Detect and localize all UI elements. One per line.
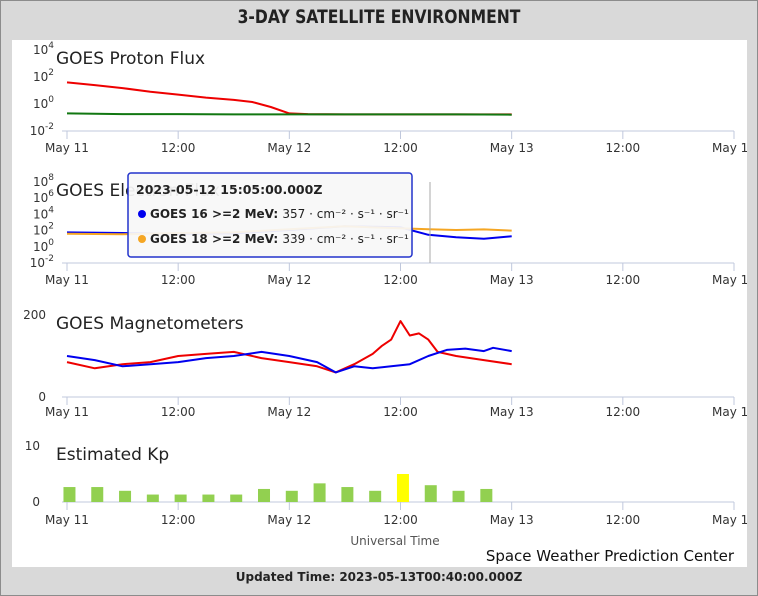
y-tick-label: 100 bbox=[33, 95, 54, 111]
x-tick-label: May 11 bbox=[45, 513, 89, 527]
x-tick-label: 12:00 bbox=[606, 273, 641, 287]
chart-panel-4: May 11 12:00 May 12 12:00 May 13 12:00 May 14 0… bbox=[25, 439, 756, 527]
chart-title: Estimated Kp bbox=[56, 445, 169, 465]
y-tick-label: 106 bbox=[33, 189, 54, 205]
kp-bar bbox=[285, 490, 298, 502]
y-tick-label: 104 bbox=[33, 205, 54, 221]
tooltip-box bbox=[127, 172, 413, 258]
kp-bar bbox=[396, 474, 409, 502]
y-tick-label: 102 bbox=[33, 68, 54, 84]
kp-bar bbox=[313, 483, 326, 502]
kp-bar bbox=[202, 494, 215, 502]
chart-title: GOES Proton Flux bbox=[56, 49, 205, 69]
series-line-1 bbox=[66, 320, 512, 374]
kp-bar bbox=[146, 494, 159, 502]
chart-title: GOES Magnetometers bbox=[56, 314, 244, 334]
x-tick-label: May 11 bbox=[45, 405, 89, 419]
x-tick-label: May 14 bbox=[712, 513, 747, 527]
series-line-2 bbox=[66, 112, 512, 116]
x-tick-label: May 13 bbox=[490, 141, 534, 155]
tooltip-marker bbox=[138, 210, 146, 218]
x-tick-label: May 12 bbox=[267, 273, 311, 287]
y-tick-label: 100 bbox=[33, 238, 54, 254]
x-tick-label: May 12 bbox=[267, 513, 311, 527]
tooltip[interactable]: 2023-05-12 15:05:00.000Z GOES 16 >=2 MeV:… bbox=[127, 172, 413, 258]
kp-bar bbox=[63, 487, 76, 502]
tooltip-row: GOES 18 >=2 MeV: 339 · cm⁻² · s⁻¹ · sr⁻¹ bbox=[150, 232, 409, 246]
x-tick-label: 12:00 bbox=[606, 513, 641, 527]
chart-panel-3: May 11 12:00 May 12 12:00 May 13 12:00 May 14 0… bbox=[23, 308, 756, 419]
x-tick-label: May 12 bbox=[267, 141, 311, 155]
kp-bar bbox=[480, 488, 493, 502]
x-tick-label: 12:00 bbox=[161, 513, 196, 527]
kp-bar bbox=[91, 487, 104, 502]
x-tick-label: 12:00 bbox=[383, 513, 418, 527]
x-tick-label: May 12 bbox=[267, 405, 311, 419]
plot-area: May 11 12:00 May 12 12:00 May 13 12:00 May 14 1… bbox=[12, 40, 756, 567]
x-axis-title: Universal Time bbox=[350, 534, 439, 548]
series-line-2 bbox=[66, 346, 512, 374]
kp-bar bbox=[119, 490, 132, 502]
x-tick-label: 12:00 bbox=[161, 141, 196, 155]
y-tick-label: 104 bbox=[33, 41, 54, 57]
x-tick-label: May 11 bbox=[45, 141, 89, 155]
x-tick-label: May 13 bbox=[490, 405, 534, 419]
charts-svg[interactable]: May 11 12:00 May 12 12:00 May 13 12:00 May 14 1… bbox=[12, 40, 756, 567]
page-title: 3-DAY SATELLITE ENVIRONMENT bbox=[237, 6, 521, 28]
kp-bar bbox=[174, 494, 187, 502]
x-tick-label: 12:00 bbox=[606, 141, 641, 155]
x-tick-label: 12:00 bbox=[161, 273, 196, 287]
y-tick-label: 10 bbox=[25, 439, 40, 453]
x-tick-label: 12:00 bbox=[383, 405, 418, 419]
y-tick-label: 0 bbox=[32, 495, 40, 509]
x-tick-label: May 13 bbox=[490, 273, 534, 287]
x-tick-label: May 14 bbox=[712, 405, 747, 419]
y-tick-label: 102 bbox=[33, 222, 54, 238]
tooltip-row: GOES 16 >=2 MeV: 357 · cm⁻² · s⁻¹ · sr⁻¹ bbox=[150, 207, 409, 221]
kp-bar bbox=[369, 490, 382, 502]
tooltip-header: 2023-05-12 15:05:00.000Z bbox=[136, 182, 322, 197]
kp-bar bbox=[341, 487, 354, 502]
x-tick-label: May 11 bbox=[45, 273, 89, 287]
kp-bar bbox=[452, 490, 465, 502]
kp-bar bbox=[230, 494, 243, 502]
x-tick-label: May 14 bbox=[712, 141, 747, 155]
x-tick-label: 12:00 bbox=[383, 273, 418, 287]
y-tick-label: 10-2 bbox=[30, 254, 54, 270]
tooltip-marker bbox=[138, 235, 146, 243]
y-tick-label: 200 bbox=[23, 308, 46, 322]
y-tick-label: 0 bbox=[38, 390, 46, 404]
chart-panel-1: May 11 12:00 May 12 12:00 May 13 12:00 May 14 1… bbox=[30, 41, 756, 155]
x-tick-label: May 14 bbox=[712, 273, 747, 287]
kp-bar bbox=[258, 488, 271, 502]
x-tick-label: 12:00 bbox=[383, 141, 418, 155]
credit-label: Space Weather Prediction Center bbox=[486, 547, 735, 565]
x-tick-label: 12:00 bbox=[606, 405, 641, 419]
updated-time: Updated Time: 2023-05-13T00:40:00.000Z bbox=[235, 570, 523, 584]
x-tick-label: May 13 bbox=[490, 513, 534, 527]
series-line-1 bbox=[66, 81, 512, 116]
x-tick-label: 12:00 bbox=[161, 405, 196, 419]
y-tick-label: 10-2 bbox=[30, 122, 54, 138]
y-tick-label: 108 bbox=[33, 173, 54, 189]
kp-bar bbox=[424, 485, 437, 502]
